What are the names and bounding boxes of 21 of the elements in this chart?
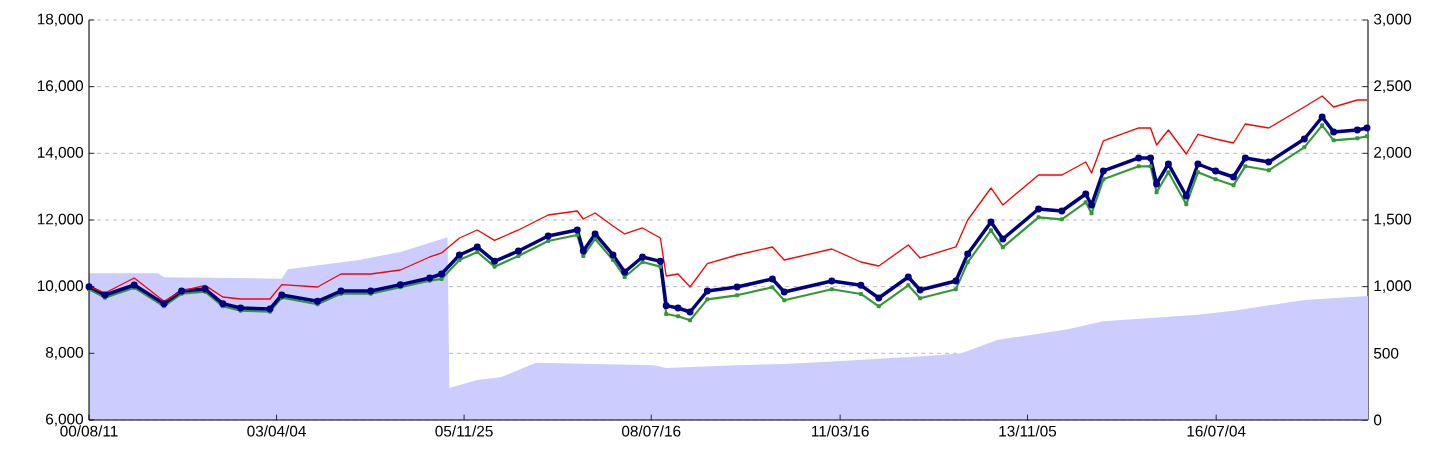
y-tick-label: 12,000 — [37, 213, 84, 227]
x-tick-label: 08/07/16 — [622, 425, 681, 437]
y2-tick-label: 1,500 — [1374, 213, 1412, 227]
y2-tick-label: 500 — [1373, 347, 1399, 359]
y-tick-label: 8,000 — [45, 346, 84, 360]
y-tick-label: 10,000 — [37, 280, 84, 293]
x-tick-label: 00/08/11 — [60, 425, 118, 437]
y-tick-label: 6,000 — [46, 413, 84, 427]
x-tick-label: 03/04/04 — [247, 425, 306, 437]
y2-tick-label: 0 — [1373, 414, 1382, 426]
y-tick-label: 18,000 — [37, 13, 84, 27]
y2-tick-label: 1,000 — [1374, 280, 1412, 293]
y2-tick-label: 2,500 — [1374, 80, 1412, 93]
y2-tick-label: 3,000 — [1373, 13, 1412, 27]
y-tick-label: 16,000 — [37, 80, 84, 93]
y2-tick-label: 2,000 — [1374, 146, 1412, 160]
x-tick-label: 11/03/16 — [812, 425, 869, 437]
x-tick-label: 13/11/05 — [999, 425, 1057, 437]
y-tick-label: 14,000 — [37, 146, 84, 160]
x-tick-label: 16/07/04 — [1187, 425, 1246, 437]
x-tick-label: 05/11/25 — [435, 425, 493, 437]
